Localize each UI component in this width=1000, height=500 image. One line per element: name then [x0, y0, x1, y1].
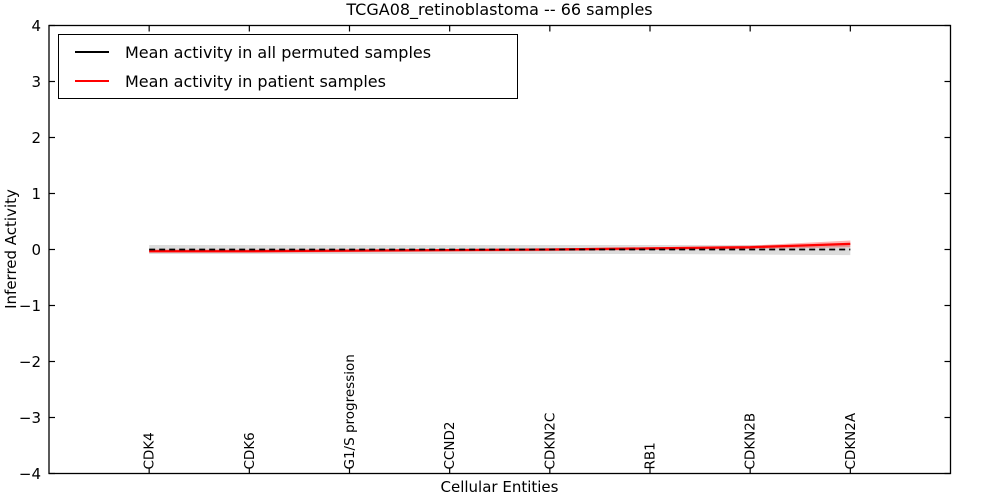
y-tick-label: −2	[19, 353, 41, 371]
x-tick-label: CDK6	[242, 432, 258, 469]
y-axis-label: Inferred Activity	[2, 189, 20, 309]
legend-line-sample-permuted	[75, 51, 109, 53]
x-tick-label: G1/S progression	[342, 354, 358, 469]
y-tick-label: 0	[31, 241, 41, 259]
y-tick-label: 3	[31, 73, 41, 91]
legend-label-patient: Mean activity in patient samples	[125, 71, 386, 91]
legend-line-sample-patient	[75, 80, 109, 82]
y-tick-label: 1	[31, 185, 41, 203]
y-tick-label: 4	[31, 17, 41, 35]
y-tick-label: −4	[19, 465, 41, 483]
legend-item-patient: Mean activity in patient samples	[59, 67, 517, 95]
x-tick-label: CDK4	[142, 432, 158, 469]
legend: Mean activity in all permuted samples Me…	[58, 34, 518, 99]
x-tick-label: CCND2	[442, 422, 458, 470]
y-tick-label: −3	[19, 409, 41, 427]
x-tick-label: CDKN2C	[542, 413, 558, 470]
legend-item-permuted: Mean activity in all permuted samples	[59, 38, 517, 66]
x-tick-label: RB1	[643, 442, 659, 469]
y-tick-label: −1	[19, 297, 41, 315]
x-axis-label: Cellular Entities	[440, 478, 559, 496]
x-tick-label: CDKN2A	[843, 412, 859, 469]
x-tick-label: CDKN2B	[743, 413, 759, 470]
legend-label-permuted: Mean activity in all permuted samples	[125, 42, 432, 62]
y-tick-label: 2	[31, 129, 41, 147]
chart-title: TCGA08_retinoblastoma -- 66 samples	[346, 0, 653, 19]
